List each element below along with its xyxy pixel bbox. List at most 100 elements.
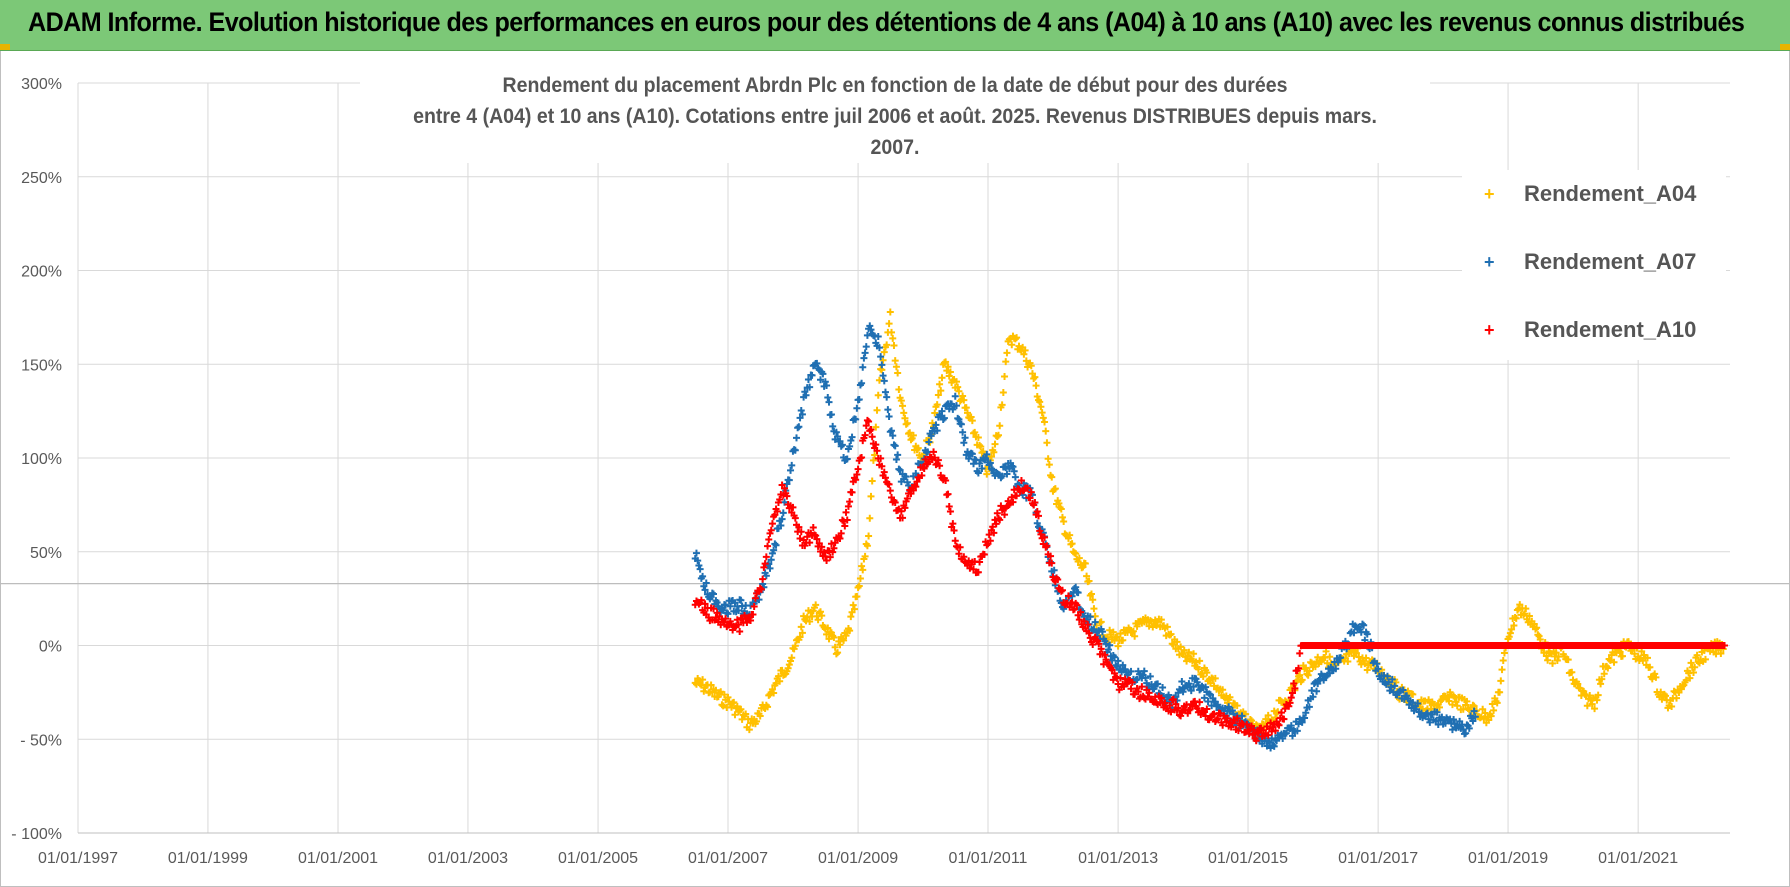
data-point [1089, 626, 1097, 634]
data-point [930, 448, 938, 456]
data-point [1248, 722, 1256, 730]
data-point [1288, 732, 1296, 740]
data-point [823, 382, 831, 390]
data-point [1051, 485, 1059, 493]
data-point [976, 558, 984, 566]
data-point [836, 437, 844, 445]
data-point [788, 461, 796, 469]
data-point [853, 592, 861, 600]
data-point [696, 680, 704, 688]
data-point [890, 341, 898, 349]
data-point [722, 615, 730, 623]
data-point [1569, 676, 1577, 684]
data-point [795, 523, 803, 531]
data-point [796, 535, 804, 543]
data-point [793, 434, 801, 442]
data-point [1203, 705, 1211, 713]
data-point [1103, 633, 1111, 641]
data-point [993, 509, 1001, 517]
data-point [1119, 661, 1127, 669]
data-point [843, 455, 851, 463]
data-point [772, 541, 780, 549]
data-point [733, 616, 741, 624]
data-point [1071, 584, 1078, 592]
data-point [849, 601, 857, 609]
data-point [1145, 689, 1153, 697]
data-point [764, 703, 772, 711]
data-point [1271, 727, 1279, 735]
data-point [1146, 672, 1154, 680]
data-point [1169, 695, 1177, 703]
data-point [1192, 675, 1200, 683]
data-point [751, 594, 759, 602]
data-point [1002, 358, 1010, 366]
data-point [955, 550, 963, 558]
y-tick-label: 200% [21, 264, 62, 281]
data-point [1463, 697, 1471, 705]
data-point [1202, 683, 1210, 691]
data-point [1036, 398, 1044, 406]
data-point [1026, 494, 1034, 502]
data-point [1138, 683, 1146, 691]
data-point [766, 564, 774, 572]
data-point [1453, 702, 1461, 710]
data-point [1227, 723, 1235, 731]
data-point [955, 415, 963, 423]
data-point [968, 417, 976, 425]
data-point [818, 612, 826, 620]
data-point [1452, 698, 1460, 706]
data-point [892, 363, 900, 371]
data-point [936, 380, 944, 388]
data-point [955, 387, 963, 395]
data-point [1610, 658, 1618, 666]
data-point [694, 557, 702, 565]
data-point [1009, 498, 1017, 506]
data-point [1140, 667, 1148, 675]
data-point [974, 568, 982, 576]
series-Rendement_A07 [691, 322, 1479, 752]
data-point [1510, 621, 1518, 629]
data-point [1687, 659, 1695, 667]
data-point [1519, 611, 1527, 619]
data-point [791, 642, 799, 650]
data-point [702, 579, 710, 587]
data-point [813, 359, 821, 367]
data-point [1002, 464, 1010, 472]
data-point [974, 433, 982, 441]
data-point [736, 627, 744, 635]
data-point [1287, 722, 1295, 730]
data-point [878, 361, 886, 369]
data-point [943, 367, 951, 375]
data-point [881, 474, 889, 482]
data-point [1544, 656, 1552, 664]
data-point [1109, 628, 1117, 636]
data-point [931, 454, 939, 462]
data-point [925, 438, 933, 446]
data-point [773, 507, 781, 515]
data-point [1087, 590, 1095, 598]
data-point [806, 618, 814, 626]
data-point [1190, 683, 1198, 691]
data-point [1203, 669, 1211, 677]
data-point [1481, 709, 1489, 717]
data-point [1015, 342, 1023, 350]
data-point [1388, 675, 1396, 683]
data-point [1110, 669, 1118, 677]
data-point [1409, 690, 1417, 698]
data-point [1267, 719, 1275, 727]
data-point [1280, 715, 1288, 723]
data-point [909, 431, 917, 439]
data-point [803, 533, 811, 541]
data-point [734, 606, 742, 614]
data-point [1234, 727, 1242, 735]
data-point [784, 664, 792, 672]
data-point [874, 391, 882, 399]
data-point [861, 431, 869, 439]
data-point [1206, 679, 1214, 687]
data-point [1533, 624, 1541, 632]
data-point [961, 434, 969, 442]
data-point [1027, 362, 1035, 370]
data-point [838, 441, 846, 449]
data-point [1047, 552, 1055, 560]
data-point [1352, 649, 1360, 657]
